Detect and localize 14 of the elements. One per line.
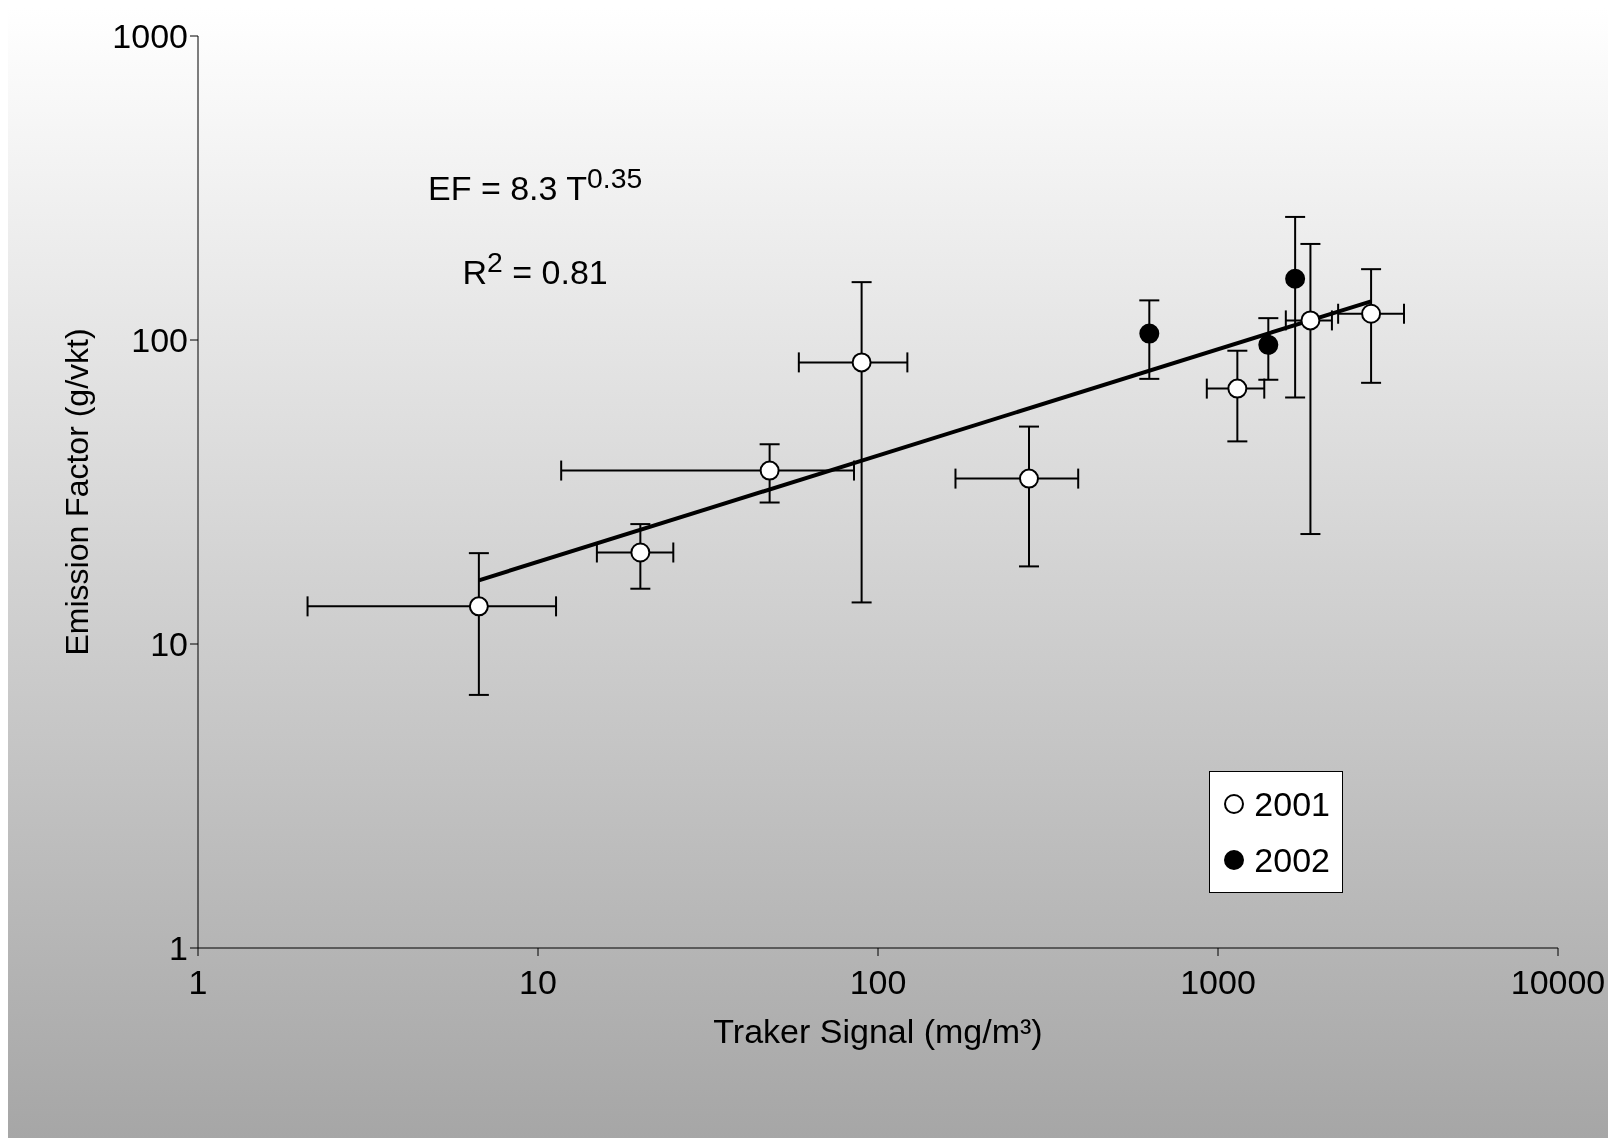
x-tick-label: 100 [849,963,907,1002]
x-tick-label: 10000 [1510,963,1606,1002]
y-tick-label: 10 [150,625,188,664]
y-axis-title: Emission Factor (g/vkt) [59,328,95,656]
legend-label: 2001 [1254,784,1330,824]
annotation: R$^{2}$ = 0.81 [461,245,609,294]
y-tick-label: 1000 [112,17,188,56]
x-tick-label: 1000 [1180,963,1256,1002]
y-tick-label: 100 [131,321,188,360]
x-axis-title: Traker Signal (mg/m³) [713,1012,1043,1050]
annotation: EF = 8.3 T$^{0.35}$ [428,161,643,210]
legend-label: 2002 [1254,840,1330,880]
x-tick-label: 10 [519,963,557,1002]
y-tick-label: 1 [169,929,188,968]
